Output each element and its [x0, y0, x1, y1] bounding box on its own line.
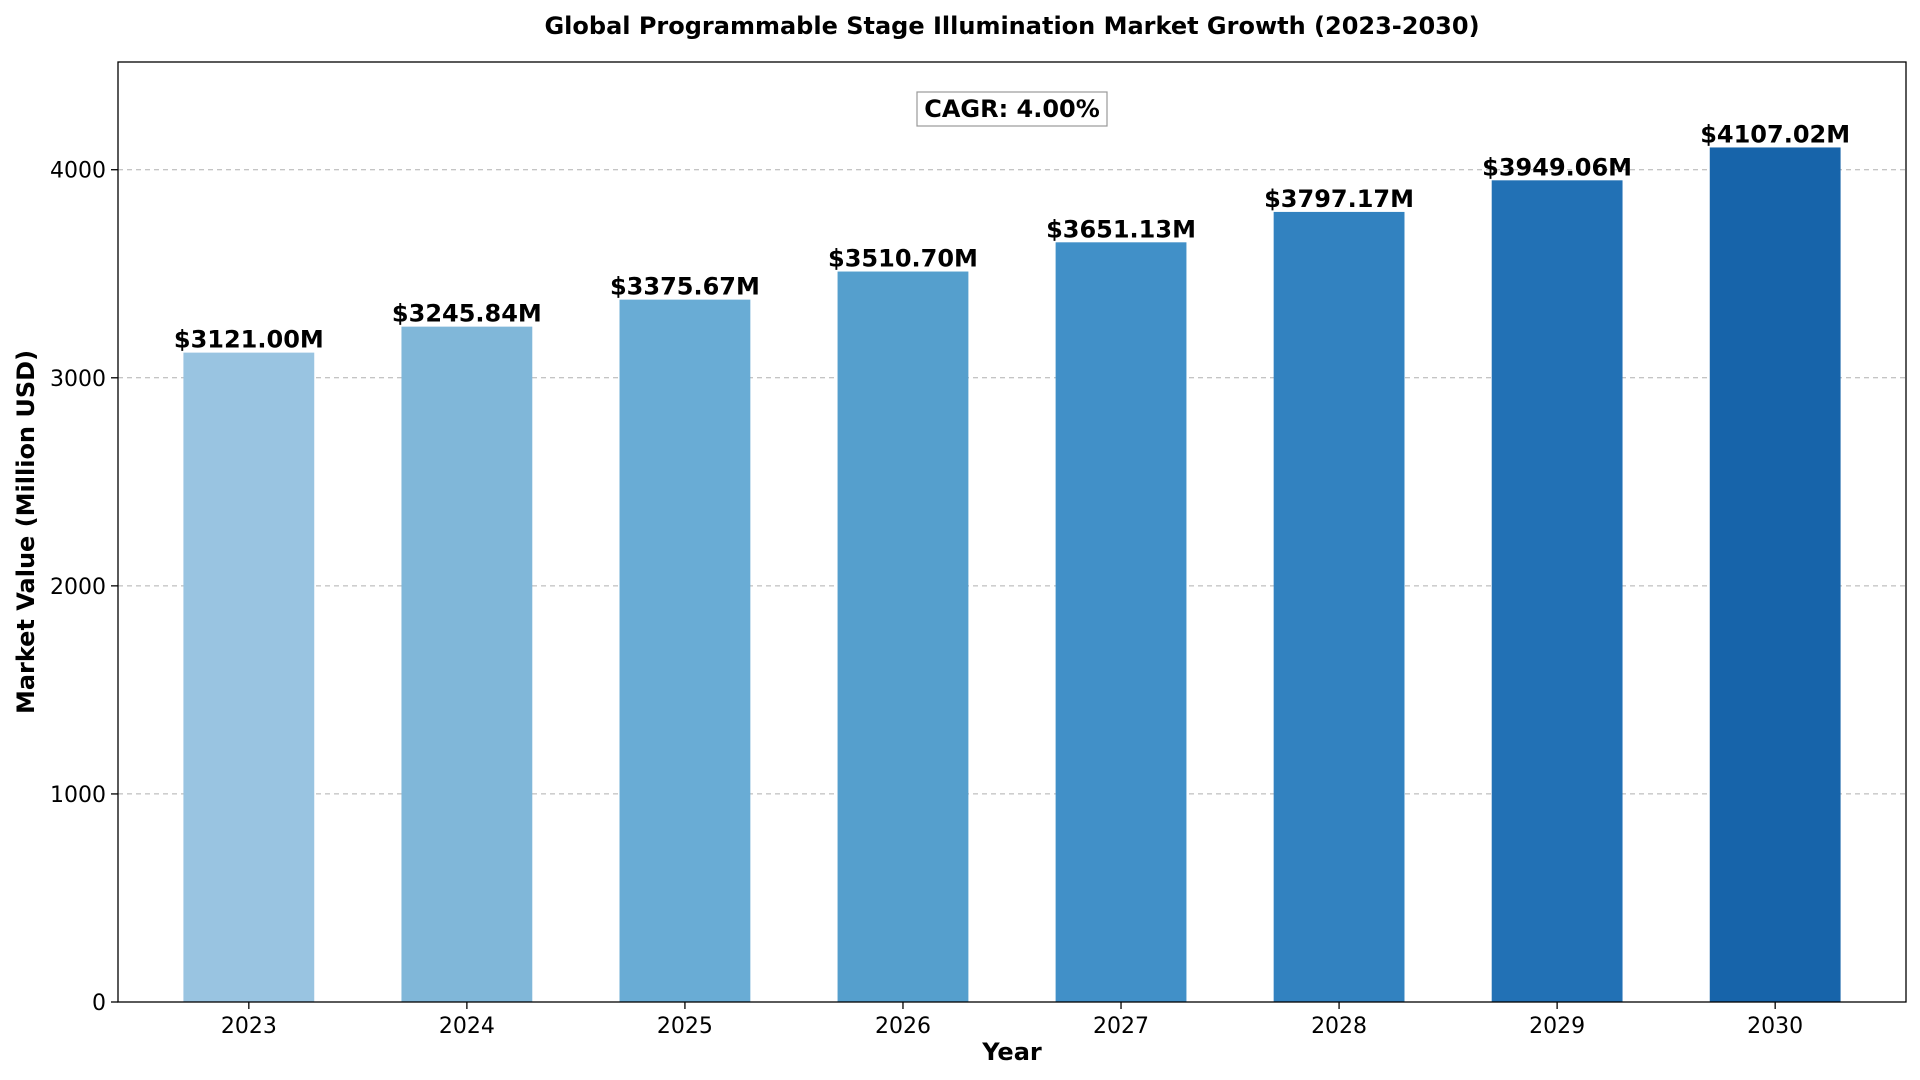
bar-value-label: $3651.13M	[1046, 215, 1196, 243]
y-tick-label: 0	[92, 991, 106, 1016]
y-tick-label: 4000	[50, 159, 106, 184]
x-tick-label: 2026	[875, 1014, 931, 1039]
bar	[1709, 147, 1841, 1002]
y-tick-label: 2000	[50, 575, 106, 600]
bar-value-label: $3121.00M	[174, 326, 324, 354]
cagr-annotation: CAGR: 4.00%	[916, 91, 1108, 127]
y-tick-label: 3000	[50, 367, 106, 392]
bar	[1055, 242, 1187, 1002]
bar-value-labels: $3121.00M $3245.84M $3375.67M $3510.70M $365…	[174, 120, 1850, 353]
x-axis-label: Year	[981, 1038, 1042, 1066]
bar-value-label: $3510.70M	[828, 245, 978, 273]
bar-value-label: $3949.06M	[1482, 153, 1632, 181]
bar	[183, 352, 315, 1003]
y-axis-label: Market Value (Million USD)	[12, 350, 40, 714]
chart-title: Global Programmable Stage Illumination M…	[544, 12, 1479, 40]
plot-frame	[117, 61, 1907, 1003]
x-tick-label: 2024	[439, 1014, 495, 1039]
bar-value-label: $3797.17M	[1264, 185, 1414, 213]
grid-lines	[118, 169, 1906, 795]
x-tick-label: 2030	[1747, 1014, 1803, 1039]
bar	[401, 326, 533, 1002]
x-tick-label: 2025	[657, 1014, 713, 1039]
x-tick-label: 2023	[221, 1014, 277, 1039]
bar-value-label: $4107.02M	[1700, 120, 1850, 148]
cagr-box	[916, 91, 1108, 127]
bar	[619, 299, 751, 1002]
bar	[1491, 180, 1623, 1003]
bar	[837, 271, 969, 1002]
cagr-label: CAGR: 4.00%	[924, 95, 1100, 123]
bars	[183, 147, 1841, 1003]
y-axis-ticks: 0 1000 2000 3000 4000	[50, 159, 118, 1016]
y-tick-label: 1000	[50, 783, 106, 808]
x-tick-label: 2028	[1311, 1014, 1367, 1039]
x-tick-label: 2029	[1529, 1014, 1585, 1039]
x-axis-ticks: 2023 2024 2025 2026 2027 2028 2029 2030	[221, 1002, 1803, 1039]
bar-value-label: $3375.67M	[610, 273, 760, 301]
bar	[1273, 211, 1405, 1003]
bar-value-label: $3245.84M	[392, 300, 542, 328]
x-tick-label: 2027	[1093, 1014, 1149, 1039]
